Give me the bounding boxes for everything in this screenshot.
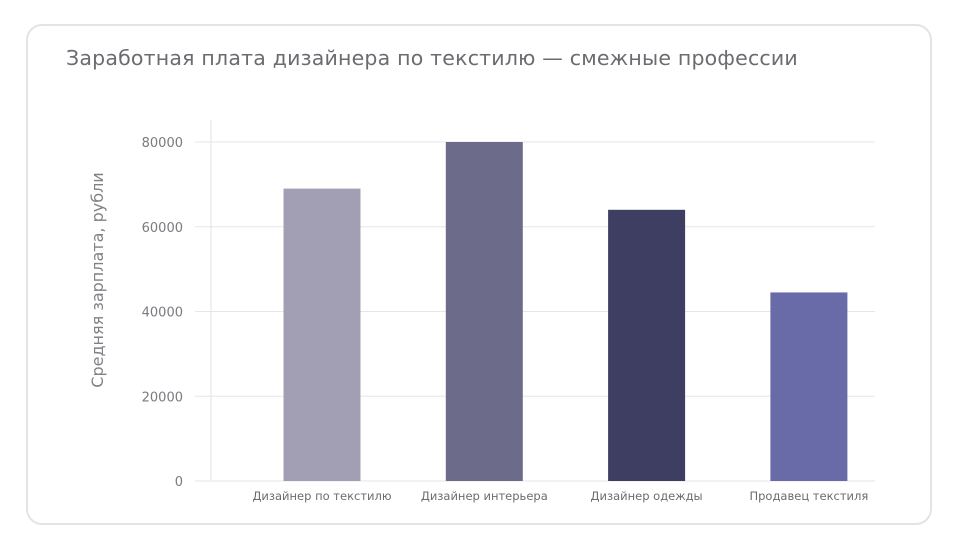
bar: [445, 142, 523, 481]
y-tick-label: 0: [175, 475, 183, 490]
chart-title: Заработная плата дизайнера по текстилю —…: [66, 46, 798, 70]
y-tick-label: 60000: [142, 221, 183, 236]
x-tick-label: Дизайнер по текстилю: [252, 489, 391, 503]
chart-card: [26, 24, 932, 525]
bar: [770, 292, 848, 481]
bar: [283, 188, 361, 482]
x-tick-label: Дизайнер интерьера: [421, 489, 548, 503]
y-tick-label: 80000: [142, 136, 183, 151]
x-tick-label: Продавец текстиля: [749, 489, 868, 503]
bar: [608, 209, 686, 482]
y-tick-label: 20000: [142, 390, 183, 405]
x-tick-label: Дизайнер одежды: [591, 489, 703, 503]
y-axis-label: Средняя зарплата, рубли: [88, 172, 107, 387]
y-tick-label: 40000: [142, 306, 183, 321]
